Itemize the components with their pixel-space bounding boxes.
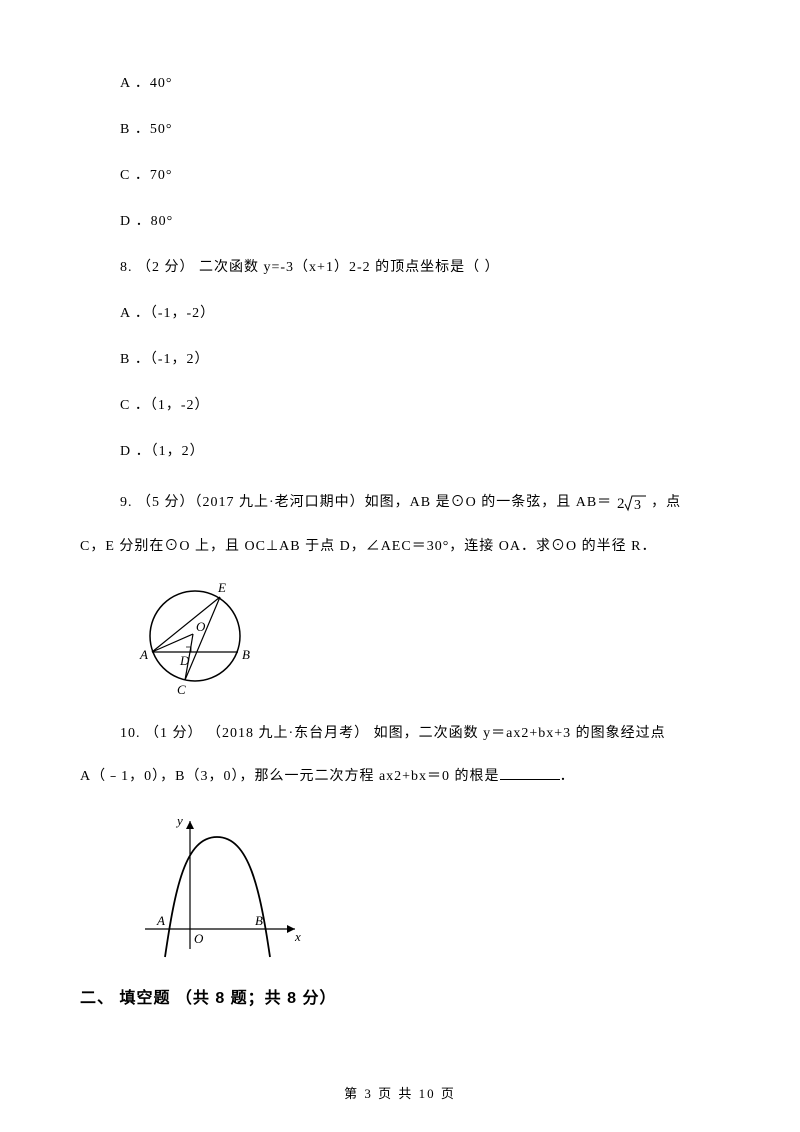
label-A: A: [139, 647, 148, 662]
page: A ．40° B ．50° C ．70° D ．80° 8. （2 分） 二次函…: [0, 0, 800, 1132]
q9-line2: C，E 分别在⊙O 上，且 OC⊥AB 于点 D，∠AEC＝30°，连接 OA．…: [80, 530, 720, 564]
label-C: C: [177, 682, 186, 697]
q8-option-b: B ．（-1，2）: [80, 346, 720, 374]
label-O: O: [196, 619, 206, 634]
q7-option-d: D ．80°: [80, 208, 720, 236]
label-O2: O: [194, 931, 204, 946]
label-D: D: [179, 653, 190, 668]
q8-option-a: A ．（-1，-2）: [80, 300, 720, 328]
label-x: x: [294, 929, 301, 944]
sqrt-coeff: 2: [617, 496, 626, 512]
fill-blank: [500, 765, 560, 780]
q7-option-a: A ．40°: [80, 70, 720, 98]
label-B: B: [242, 647, 250, 662]
label-y: y: [175, 813, 183, 828]
label-E: E: [217, 580, 226, 595]
sqrt-radicand: 3: [634, 498, 642, 512]
q9-line1: 9. （5 分）（2017 九上·老河口期中）如图，AB 是⊙O 的一条弦，且 …: [80, 484, 720, 520]
label-A2: A: [156, 913, 165, 928]
q9-text-a: 9. （5 分）（2017 九上·老河口期中）如图，AB 是⊙O 的一条弦，且 …: [120, 495, 617, 510]
section-2-heading: 二、 填空题 （共 8 题；共 8 分）: [80, 984, 720, 1008]
q10-line1: 10. （1 分） （2018 九上·东台月考） 如图，二次函数 y＝ax2+b…: [80, 717, 720, 751]
q7-option-c: C ．70°: [80, 162, 720, 190]
parabola-diagram: A B O x y: [80, 809, 720, 964]
sqrt-expression: 2 3: [617, 487, 647, 523]
label-B2: B: [255, 913, 263, 928]
q7-option-b: B ．50°: [80, 116, 720, 144]
q8-option-c: C ．（1，-2）: [80, 392, 720, 420]
q10-line2: A（﹣1，0），B（3，0），那么一元二次方程 ax2+bx＝0 的根是 ．: [80, 760, 720, 794]
page-footer: 第 3 页 共 10 页: [0, 1083, 800, 1102]
q8-option-d: D ．（1，2）: [80, 438, 720, 466]
q8-stem: 8. （2 分） 二次函数 y=-3（x+1）2-2 的顶点坐标是（ ）: [80, 254, 720, 282]
q10-text-a: A（﹣1，0），B（3，0），那么一元二次方程 ax2+bx＝0 的根是: [80, 769, 500, 784]
circle-diagram: A B D C E O: [80, 579, 720, 702]
q10-text-b: ．: [560, 769, 575, 784]
q9-text-b: ，点: [651, 495, 681, 510]
